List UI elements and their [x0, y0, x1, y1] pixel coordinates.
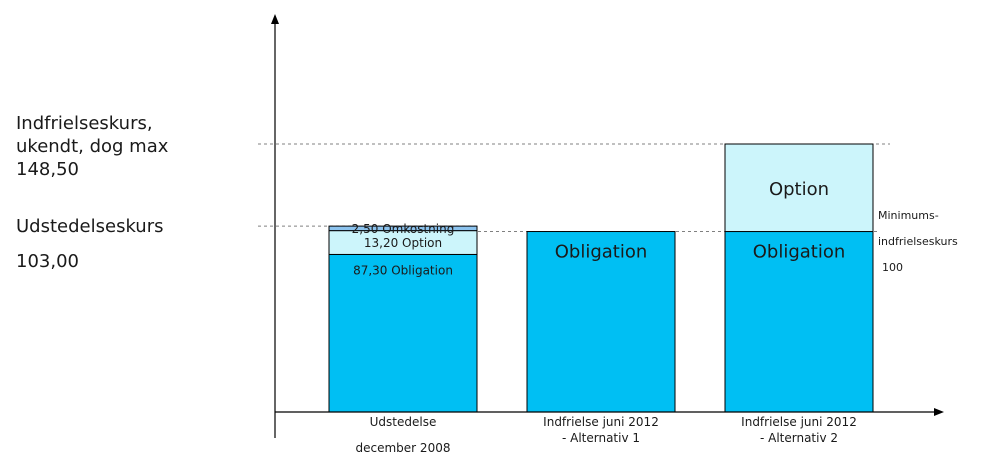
issue-line-2: 103,00	[16, 251, 79, 272]
issue-line-1: Udstedelseskurs	[16, 216, 164, 237]
redemption-price-label: Indfrielseskurs, ukendt, dog max 148,50	[16, 112, 168, 181]
bar-segment-obligation	[328, 253, 478, 413]
y-axis-arrow	[271, 14, 279, 24]
bar-segment-label: Obligation	[753, 242, 846, 263]
minimum-label-line-2: indfrielseskurs	[878, 235, 958, 248]
minimum-redemption-label: Minimums-indfrielseskurs 100	[878, 209, 958, 274]
issue-price-label: Udstedelseskurs 103,00	[16, 215, 164, 273]
redemption-line-2: ukendt, dog max	[16, 136, 169, 157]
bar-segment-label: 2,50 Omkostning	[352, 222, 455, 236]
category-label: Indfrielse juni 2012	[543, 415, 659, 429]
redemption-line-3: 148,50	[16, 159, 79, 180]
category-label: Udstedelse	[370, 415, 437, 429]
bar-segment-label: 13,20 Option	[364, 236, 442, 250]
category-label: Indfrielse juni 2012	[741, 415, 857, 429]
category-labels: Udstedelse december 2008 Indfrielse juni 2…	[356, 415, 857, 455]
bar-segment-label: 87,30 Obligation	[353, 263, 453, 277]
bar-segment-omkostning	[328, 225, 478, 232]
redemption-line-1: Indfrielseskurs,	[16, 113, 153, 134]
bar-segment-obligation	[526, 231, 676, 413]
bar-segment-option	[724, 143, 874, 233]
category-label: - Alternativ 1	[562, 431, 640, 445]
x-axis-arrow	[934, 408, 944, 416]
category-label: - Alternativ 2	[760, 431, 838, 445]
bar-segment-label: Option	[769, 179, 829, 200]
axes	[271, 14, 944, 438]
bar-2: Obligation	[526, 231, 676, 413]
bar-segment-label: Obligation	[555, 242, 648, 263]
minimum-label-line-3: 100	[882, 261, 903, 274]
category-label: december 2008	[356, 441, 451, 455]
minimum-label-line-1: Minimums-	[878, 209, 939, 222]
bar-3: Obligation Option	[724, 143, 874, 413]
